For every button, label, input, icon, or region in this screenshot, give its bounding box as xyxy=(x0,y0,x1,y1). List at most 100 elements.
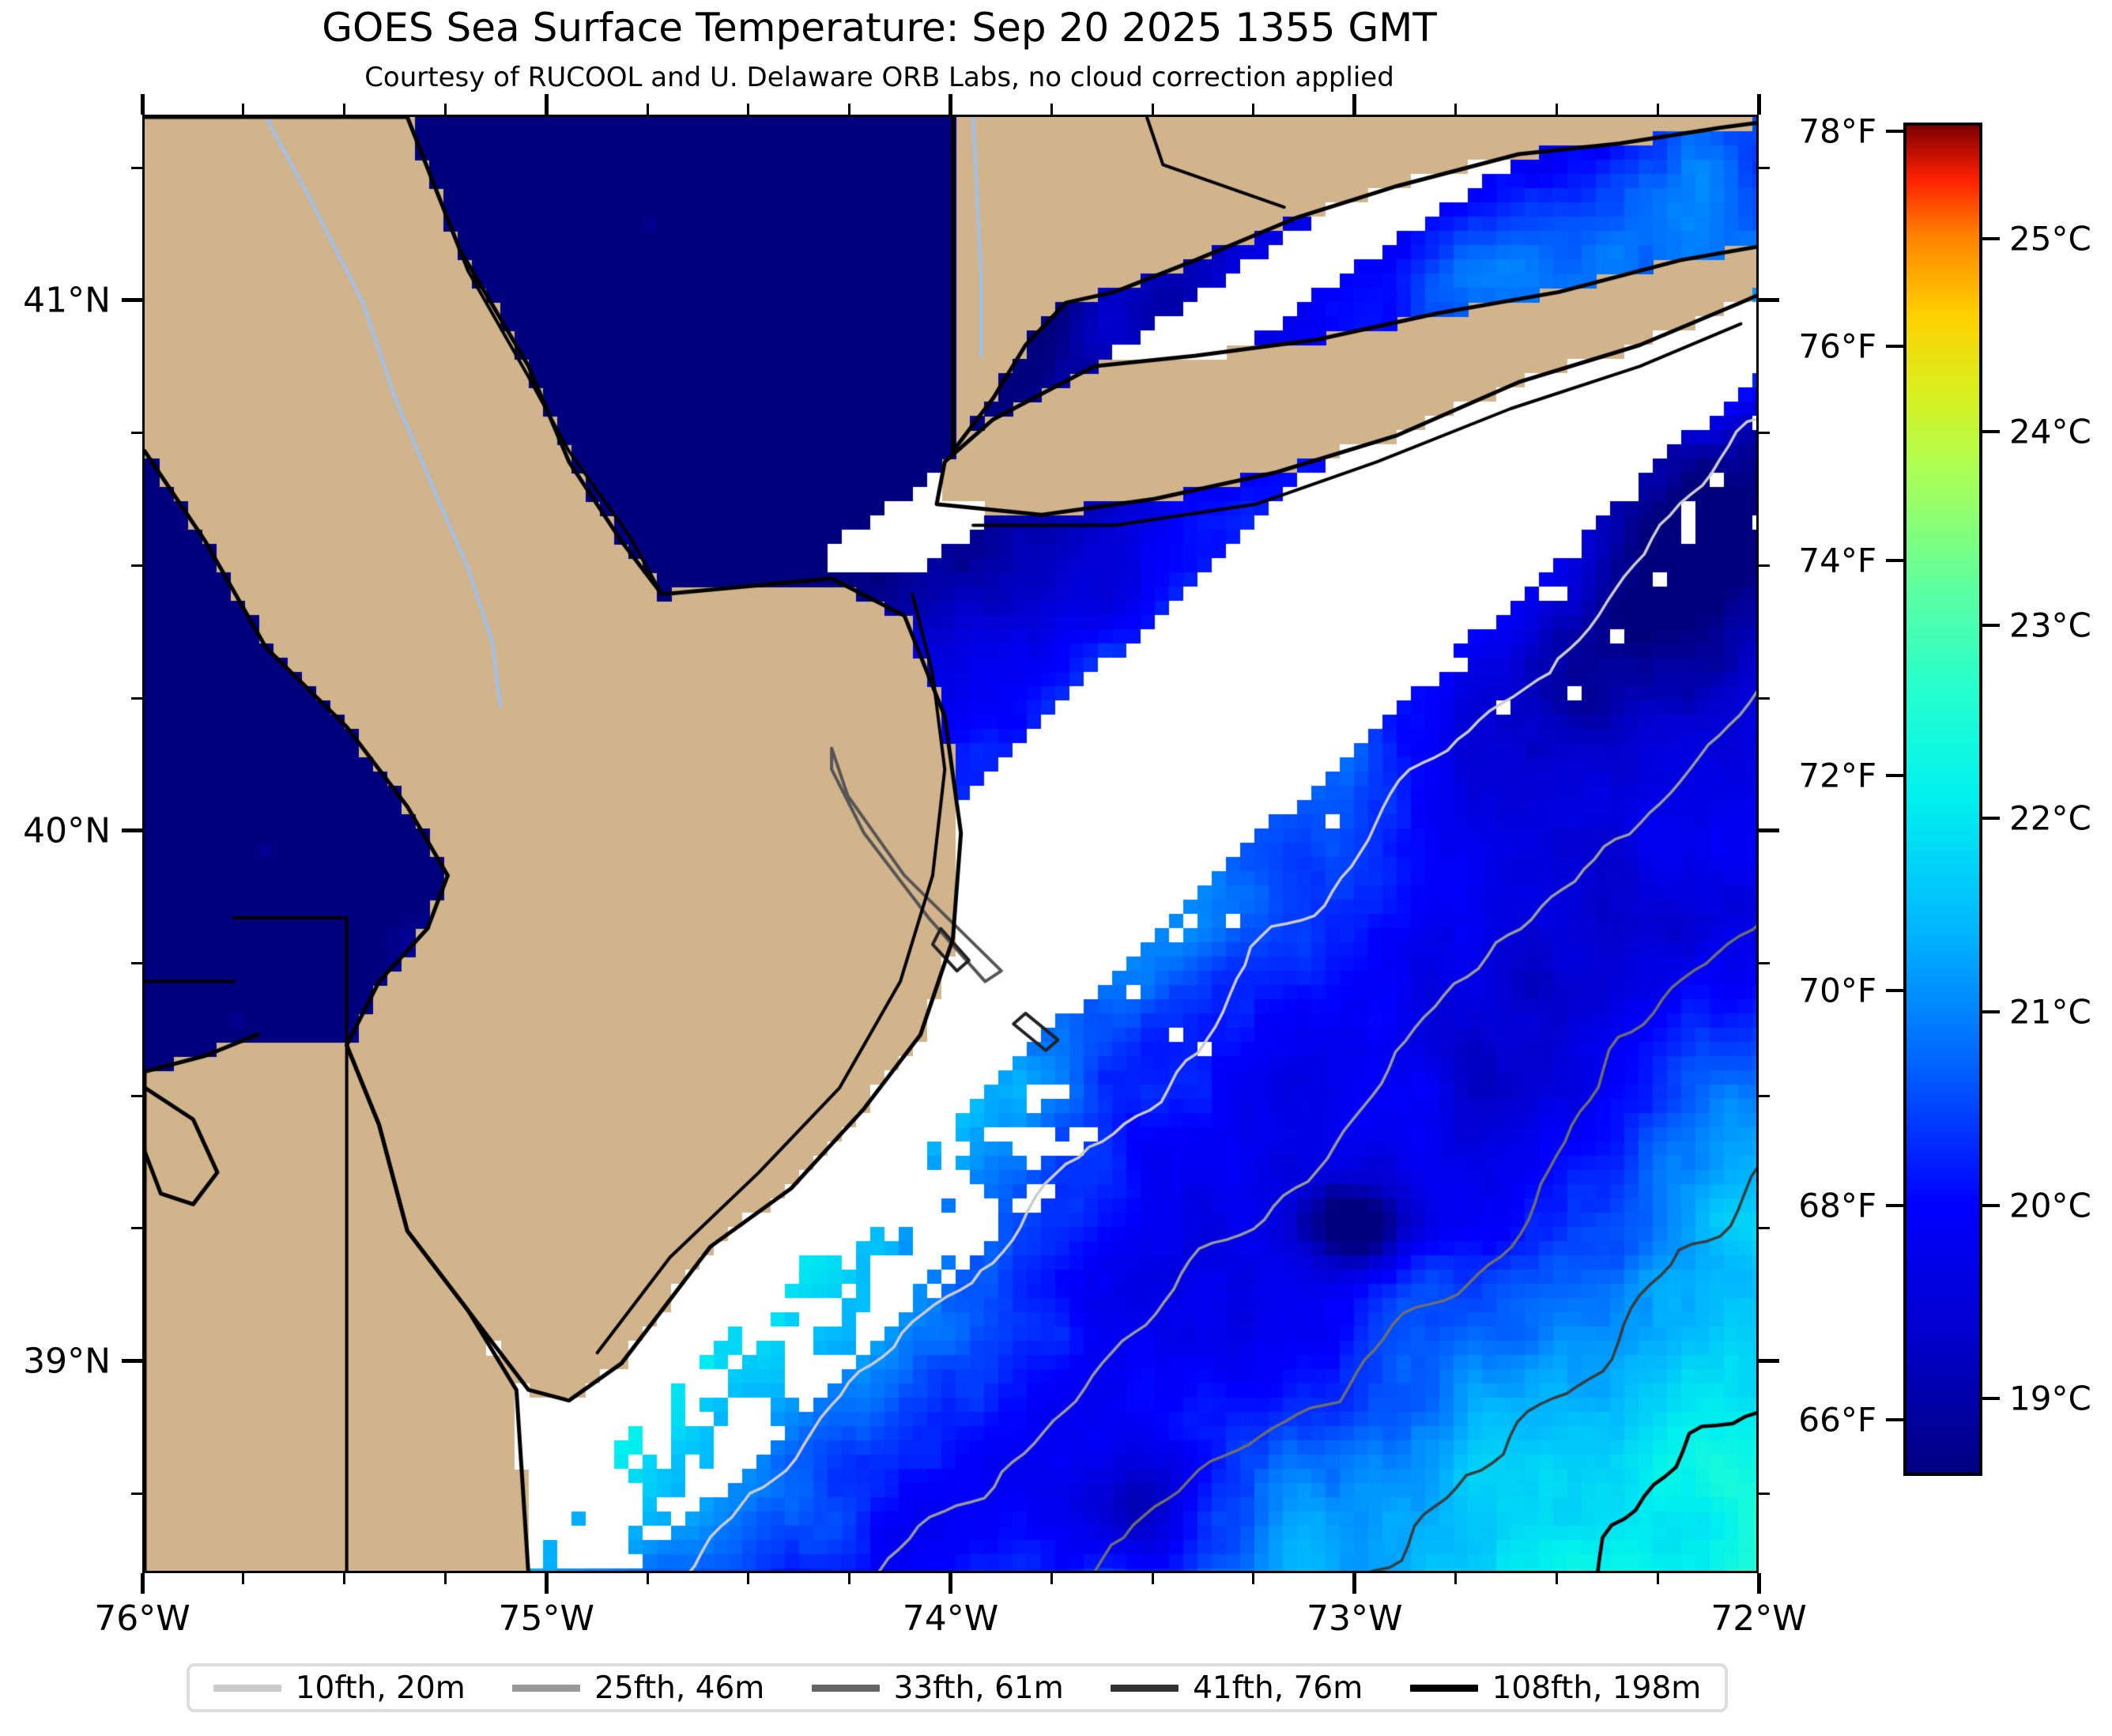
x-axis-tick-top xyxy=(1151,104,1154,115)
y-axis-tick-right xyxy=(1759,696,1770,700)
colorbar-label-c: 23°C xyxy=(2009,606,2091,645)
x-axis-label: 75°W xyxy=(498,1598,595,1639)
page-subtitle: Courtesy of RUCOOL and U. Delaware ORB L… xyxy=(364,62,1394,93)
x-axis-tick xyxy=(443,1573,447,1584)
y-axis-tick xyxy=(131,961,142,964)
y-axis-tick xyxy=(122,1359,142,1364)
map-plot-area[interactable] xyxy=(142,115,1759,1573)
legend-item[interactable]: 41fth, 76m xyxy=(1111,1670,1363,1706)
y-axis-tick-right xyxy=(1759,432,1770,435)
y-axis-tick-right xyxy=(1759,1227,1770,1230)
colorbar-label-c: 21°C xyxy=(2009,992,2091,1032)
x-axis-tick xyxy=(949,1573,952,1594)
x-axis-tick-top xyxy=(1756,94,1761,115)
legend-line-swatch xyxy=(1409,1684,1478,1692)
y-axis-tick-right xyxy=(1759,828,1779,833)
legend-item[interactable]: 25fth, 46m xyxy=(512,1670,764,1706)
y-axis-tick-right xyxy=(1759,1359,1779,1364)
colorbar-label-f: 78°F xyxy=(1798,111,1876,151)
legend-label: 33fth, 61m xyxy=(893,1670,1064,1706)
x-axis-tick-top xyxy=(1656,104,1659,115)
x-axis-tick xyxy=(848,1573,851,1584)
x-axis-tick xyxy=(1656,1573,1659,1584)
x-axis-tick xyxy=(1756,1573,1761,1594)
coastline-bathymetry-layer xyxy=(145,117,1756,1571)
legend-label: 10fth, 20m xyxy=(295,1670,466,1706)
y-axis-tick xyxy=(131,432,142,435)
y-axis-tick-right xyxy=(1759,961,1770,964)
y-axis-tick-right xyxy=(1759,1094,1770,1097)
x-axis-label: 74°W xyxy=(902,1598,999,1639)
y-axis-tick-right xyxy=(1759,166,1770,169)
colorbar-label-f: 72°F xyxy=(1798,756,1876,795)
x-axis-tick-top xyxy=(1454,104,1458,115)
y-axis-label: 39°N xyxy=(23,1341,111,1382)
y-axis-tick xyxy=(122,828,142,833)
x-axis-tick-top xyxy=(1555,104,1558,115)
colorbar-tick-f xyxy=(1886,1203,1903,1207)
colorbar-tick-f xyxy=(1886,774,1903,778)
x-axis-tick xyxy=(1352,1573,1357,1594)
y-axis-tick xyxy=(131,166,142,169)
colorbar-tick-c xyxy=(1982,817,2000,821)
colorbar-tick-c xyxy=(1982,236,2000,240)
x-axis-tick xyxy=(646,1573,649,1584)
colorbar-label-c: 20°C xyxy=(2009,1186,2091,1225)
legend-line-swatch xyxy=(1111,1684,1179,1692)
y-axis-tick xyxy=(131,696,142,700)
colorbar-label-c: 25°C xyxy=(2009,219,2091,259)
colorbar-label-c: 22°C xyxy=(2009,798,2091,838)
legend-item[interactable]: 33fth, 61m xyxy=(811,1670,1064,1706)
y-axis-label: 40°N xyxy=(23,810,111,851)
y-axis-tick-right xyxy=(1759,564,1770,567)
x-axis-tick-top xyxy=(747,104,750,115)
x-axis-tick xyxy=(1151,1573,1154,1584)
colorbar-tick-f xyxy=(1886,559,1903,563)
y-axis-tick xyxy=(131,1492,142,1495)
y-axis-tick-right xyxy=(1759,298,1779,303)
colorbar-label-f: 76°F xyxy=(1798,326,1876,366)
x-axis-tick xyxy=(140,1573,145,1594)
legend-item[interactable]: 10fth, 20m xyxy=(213,1670,466,1706)
x-axis-tick xyxy=(1050,1573,1053,1584)
legend-label: 108fth, 198m xyxy=(1492,1670,1702,1706)
x-axis-tick-top xyxy=(343,104,346,115)
page-title: GOES Sea Surface Temperature: Sep 20 202… xyxy=(322,5,1437,51)
x-axis-tick xyxy=(1454,1573,1458,1584)
colorbar-label-c: 24°C xyxy=(2009,412,2091,451)
x-axis-tick-top xyxy=(646,104,649,115)
x-axis-tick-top xyxy=(242,104,245,115)
colorbar-tick-c xyxy=(1982,1010,2000,1014)
x-axis-label: 72°W xyxy=(1710,1598,1807,1639)
y-axis-tick xyxy=(131,564,142,567)
colorbar-label-f: 74°F xyxy=(1798,541,1876,580)
x-axis-tick-top xyxy=(443,104,447,115)
colorbar-tick-f xyxy=(1886,988,1903,992)
y-axis-label: 41°N xyxy=(23,280,111,321)
x-axis-tick-top xyxy=(1252,104,1255,115)
y-axis-tick xyxy=(122,298,142,303)
legend-item[interactable]: 108fth, 198m xyxy=(1409,1670,1702,1706)
y-axis-tick-right xyxy=(1759,1492,1770,1495)
colorbar-tick-f xyxy=(1886,344,1903,348)
colorbar-label-f: 70°F xyxy=(1798,971,1876,1010)
x-axis-tick-top xyxy=(949,94,952,115)
colorbar-tick-f xyxy=(1886,1418,1903,1422)
x-axis-tick-top xyxy=(1050,104,1053,115)
legend-label: 25fth, 46m xyxy=(594,1670,765,1706)
x-axis-tick xyxy=(1555,1573,1558,1584)
x-axis-tick xyxy=(544,1573,549,1594)
x-axis-tick xyxy=(242,1573,245,1584)
colorbar-tick-c xyxy=(1982,430,2000,434)
colorbar-tick-c xyxy=(1982,1397,2000,1401)
colorbar-label-f: 66°F xyxy=(1798,1400,1876,1440)
y-axis-tick xyxy=(131,1227,142,1230)
x-axis-tick xyxy=(343,1573,346,1584)
x-axis-tick xyxy=(1252,1573,1255,1584)
colorbar-gradient xyxy=(1903,123,1982,1476)
bathymetry-legend[interactable]: 10fth, 20m 25fth, 46m 33fth, 61m 41fth, 76m… xyxy=(187,1663,1728,1712)
x-axis-tick-top xyxy=(848,104,851,115)
colorbar[interactable] xyxy=(1903,123,1986,1479)
colorbar-tick-f xyxy=(1886,129,1903,133)
legend-line-swatch xyxy=(512,1684,581,1692)
